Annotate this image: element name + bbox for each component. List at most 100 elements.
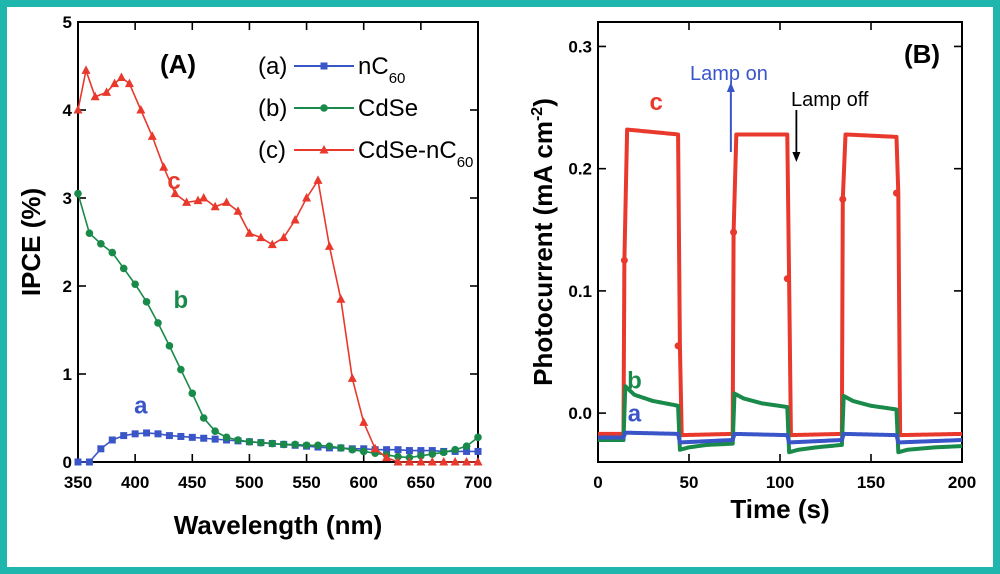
curve-label-a: a xyxy=(134,393,148,420)
data-point-c xyxy=(267,239,277,249)
data-point-b xyxy=(451,445,459,454)
data-point-b xyxy=(394,452,402,461)
trace-line-a xyxy=(597,430,963,445)
curve-label-b-c: c xyxy=(650,89,663,116)
data-point-a xyxy=(120,432,128,440)
data-point-c xyxy=(222,197,232,206)
data-point-b xyxy=(291,440,299,449)
legend-label: CdSe xyxy=(358,95,418,122)
data-point-b xyxy=(234,436,242,444)
a-y-tick-label: 3 xyxy=(63,189,72,208)
data-point-b xyxy=(245,437,254,446)
series-b-a xyxy=(597,430,963,445)
a-x-tick-label: 650 xyxy=(407,473,435,492)
panel-label-b: (B) xyxy=(904,39,940,69)
data-point-a xyxy=(417,447,425,455)
legend-label: nC60 xyxy=(358,53,405,87)
data-point-c xyxy=(370,443,380,453)
y-axis-title-b: Photocurrent (mA cm-2) xyxy=(528,98,558,386)
data-point-c xyxy=(439,457,449,466)
y-axis-title-a: IPCE (%) xyxy=(16,188,46,296)
lamp-on-label: Lamp on xyxy=(690,63,768,85)
data-point-b xyxy=(417,452,425,460)
data-point-c xyxy=(102,87,112,96)
data-point-c xyxy=(393,457,403,466)
data-point-c xyxy=(279,232,289,242)
data-point-b xyxy=(359,447,368,456)
curve-label-b-a: a xyxy=(628,401,642,428)
b-x-tick-label: 100 xyxy=(766,473,794,492)
data-point-c xyxy=(302,193,312,202)
data-point-c xyxy=(147,131,157,140)
data-point-a xyxy=(97,445,105,453)
data-point-b xyxy=(199,414,208,422)
lamp-on-arrowhead xyxy=(726,82,735,92)
data-point-a xyxy=(143,429,151,437)
a-x-tick-label: 350 xyxy=(64,473,92,492)
a-x-tick-label: 450 xyxy=(178,473,206,492)
a-x-tick-label: 400 xyxy=(121,473,149,492)
data-point-a xyxy=(188,433,196,441)
legend-marker xyxy=(320,104,328,112)
data-point-a xyxy=(85,458,93,466)
data-point-b xyxy=(257,438,265,447)
data-point-b xyxy=(188,389,197,398)
legend-item-a: (a) nC60 xyxy=(258,53,405,87)
a-y-tick-label: 4 xyxy=(63,101,73,120)
data-point-c xyxy=(256,232,266,242)
transition-point xyxy=(730,228,738,236)
legend-marker xyxy=(319,145,329,154)
data-point-c xyxy=(159,162,169,171)
data-point-c xyxy=(450,457,460,466)
trace-line-b xyxy=(597,384,963,455)
data-point-c xyxy=(182,197,192,206)
legend-marker xyxy=(320,62,328,70)
data-point-b xyxy=(74,189,82,198)
lamp-off-arrowhead xyxy=(792,152,801,162)
a-x-tick-label: 500 xyxy=(235,473,263,492)
transition-point xyxy=(674,342,682,350)
transition-point xyxy=(892,189,900,197)
b-x-tick-label: 0 xyxy=(593,473,602,492)
data-point-b xyxy=(325,442,334,450)
data-point-a xyxy=(165,432,173,440)
data-point-a xyxy=(200,434,208,442)
data-point-b xyxy=(119,264,128,273)
transition-point xyxy=(839,195,847,203)
a-x-tick-label: 550 xyxy=(292,473,320,492)
data-point-c xyxy=(313,175,323,184)
a-y-tick-label: 5 xyxy=(63,13,72,32)
a-x-tick-label: 700 xyxy=(464,473,492,492)
data-point-b xyxy=(211,427,219,436)
data-point-c xyxy=(336,294,346,303)
b-x-tick-label: 200 xyxy=(948,473,976,492)
curve-label-b-b: b xyxy=(627,368,642,395)
data-point-b xyxy=(131,280,139,289)
data-point-a xyxy=(154,430,162,438)
b-y-tick-label: 0.0 xyxy=(568,404,592,423)
data-point-b xyxy=(177,365,185,374)
data-point-a xyxy=(383,446,391,454)
data-point-c xyxy=(427,457,437,466)
a-y-tick-label: 1 xyxy=(63,365,72,384)
data-point-b xyxy=(462,442,471,450)
data-point-c xyxy=(473,457,483,466)
data-point-b xyxy=(268,439,277,448)
legend-item-b: (b) CdSe xyxy=(258,95,418,122)
data-point-b xyxy=(302,441,311,450)
b-plot-frame xyxy=(597,21,963,463)
series-b xyxy=(74,189,482,462)
panel-b: 0 50 100 150 200 0.0 0.1 0.2 0.3 c ba Lamp on Lamp o… xyxy=(528,21,976,524)
b-x-tick-label: 150 xyxy=(857,473,885,492)
data-point-c xyxy=(116,72,126,81)
data-point-b xyxy=(279,440,288,449)
data-point-b xyxy=(337,444,345,452)
data-point-a xyxy=(108,436,116,444)
legend-prefix: (b) xyxy=(258,95,287,122)
transition-point xyxy=(783,275,791,283)
lamp-off-label: Lamp off xyxy=(791,89,869,111)
curve-label-b: b xyxy=(174,287,189,314)
data-point-a xyxy=(405,447,413,455)
